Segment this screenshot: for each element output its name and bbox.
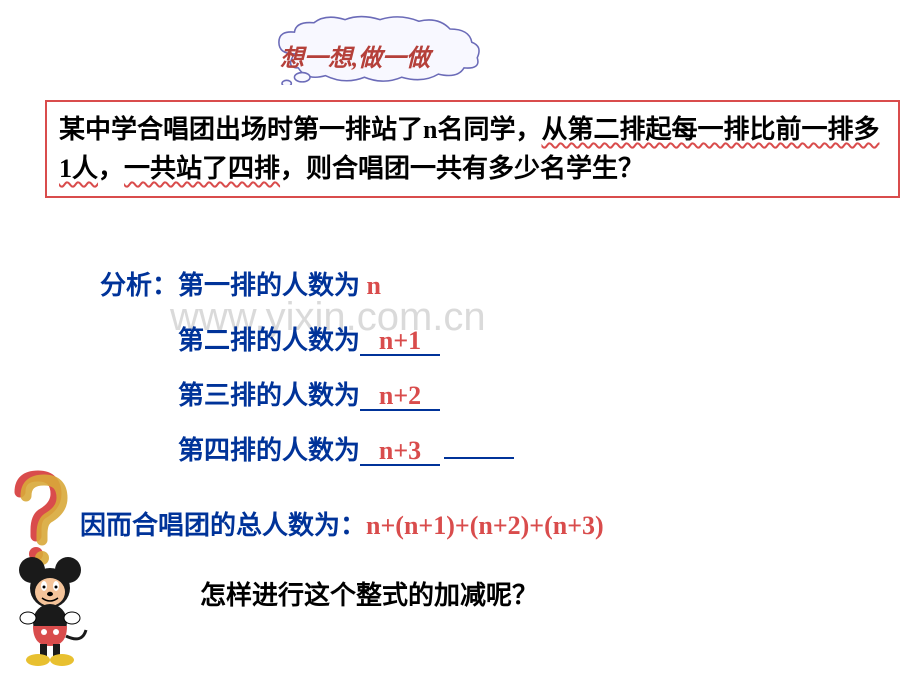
row4-label: 第四排的人数为: [178, 436, 360, 465]
problem-statement: 某中学合唱团出场时第一排站了n名同学，从第二排起每一排比前一排多1人，一共站了四…: [45, 100, 900, 198]
row3-label: 第三排的人数为: [178, 381, 360, 410]
mickey-icon: [0, 550, 100, 670]
problem-wavy2: 一共站了四排: [124, 154, 280, 183]
total-label: 因而合唱团的总人数为：: [80, 511, 366, 540]
total-row: 因而合唱团的总人数为：n+(n+1)+(n+2)+(n+3): [80, 505, 604, 542]
analysis-row-4: 第四排的人数为n+3: [178, 430, 514, 467]
problem-mid: ，: [98, 154, 124, 183]
analysis-row-2: 第二排的人数为n+1: [178, 320, 440, 357]
row4-extra-blank: [444, 457, 514, 459]
row3-value: n+2: [360, 383, 440, 411]
bottom-question: 怎样进行这个整式的加减呢？: [200, 575, 538, 612]
row2-label: 第二排的人数为: [178, 326, 360, 355]
row4-value: n+3: [360, 438, 440, 466]
row1-label: 第一排的人数为: [178, 271, 367, 300]
total-value: n+(n+1)+(n+2)+(n+3): [366, 511, 604, 540]
problem-post: ，则合唱团一共有多少名学生？: [280, 154, 644, 183]
problem-pre: 某中学合唱团出场时第一排站了n名同学，: [59, 115, 541, 144]
cloud-title: 想一想,做一做: [280, 38, 430, 73]
row1-value: n: [367, 271, 381, 300]
row2-value: n+1: [360, 328, 440, 356]
analysis-row-3: 第三排的人数为n+2: [178, 375, 440, 412]
analysis-prefix: 分析：: [100, 271, 178, 300]
analysis-row-1: 分析：第一排的人数为 n: [100, 265, 381, 302]
